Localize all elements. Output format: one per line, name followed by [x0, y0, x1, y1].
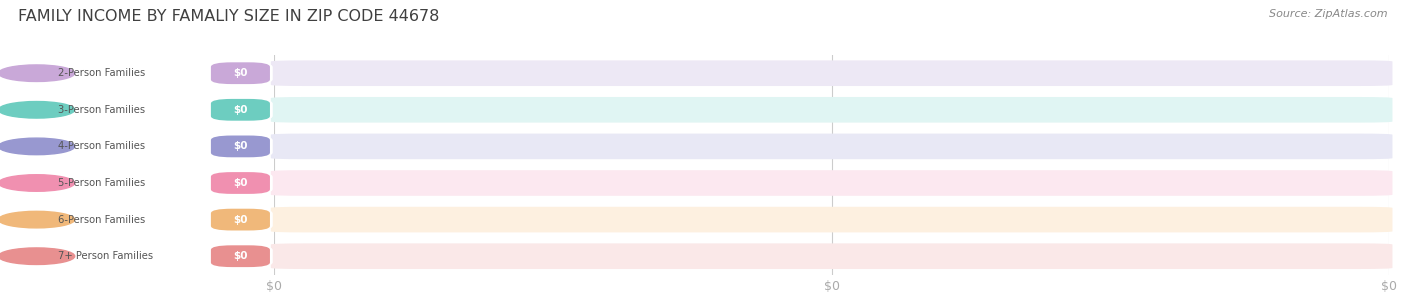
FancyBboxPatch shape	[271, 60, 1392, 86]
Text: $0: $0	[233, 178, 247, 188]
Text: $0: $0	[233, 215, 247, 224]
Text: Source: ZipAtlas.com: Source: ZipAtlas.com	[1270, 9, 1388, 19]
Text: FAMILY INCOME BY FAMALIY SIZE IN ZIP CODE 44678: FAMILY INCOME BY FAMALIY SIZE IN ZIP COD…	[18, 9, 440, 24]
FancyBboxPatch shape	[271, 243, 1392, 269]
FancyBboxPatch shape	[271, 97, 1392, 123]
Text: $0: $0	[233, 142, 247, 151]
Text: 4-Person Families: 4-Person Families	[58, 142, 145, 151]
Text: 2-Person Families: 2-Person Families	[58, 68, 145, 78]
Text: 7+ Person Families: 7+ Person Families	[58, 251, 153, 261]
FancyBboxPatch shape	[271, 207, 1392, 232]
Text: $0: $0	[233, 105, 247, 115]
Text: 5-Person Families: 5-Person Families	[58, 178, 145, 188]
Text: 6-Person Families: 6-Person Families	[58, 215, 145, 224]
FancyBboxPatch shape	[271, 134, 1392, 159]
FancyBboxPatch shape	[271, 170, 1392, 196]
Text: 3-Person Families: 3-Person Families	[58, 105, 145, 115]
Text: $0: $0	[233, 68, 247, 78]
Text: $0: $0	[233, 251, 247, 261]
